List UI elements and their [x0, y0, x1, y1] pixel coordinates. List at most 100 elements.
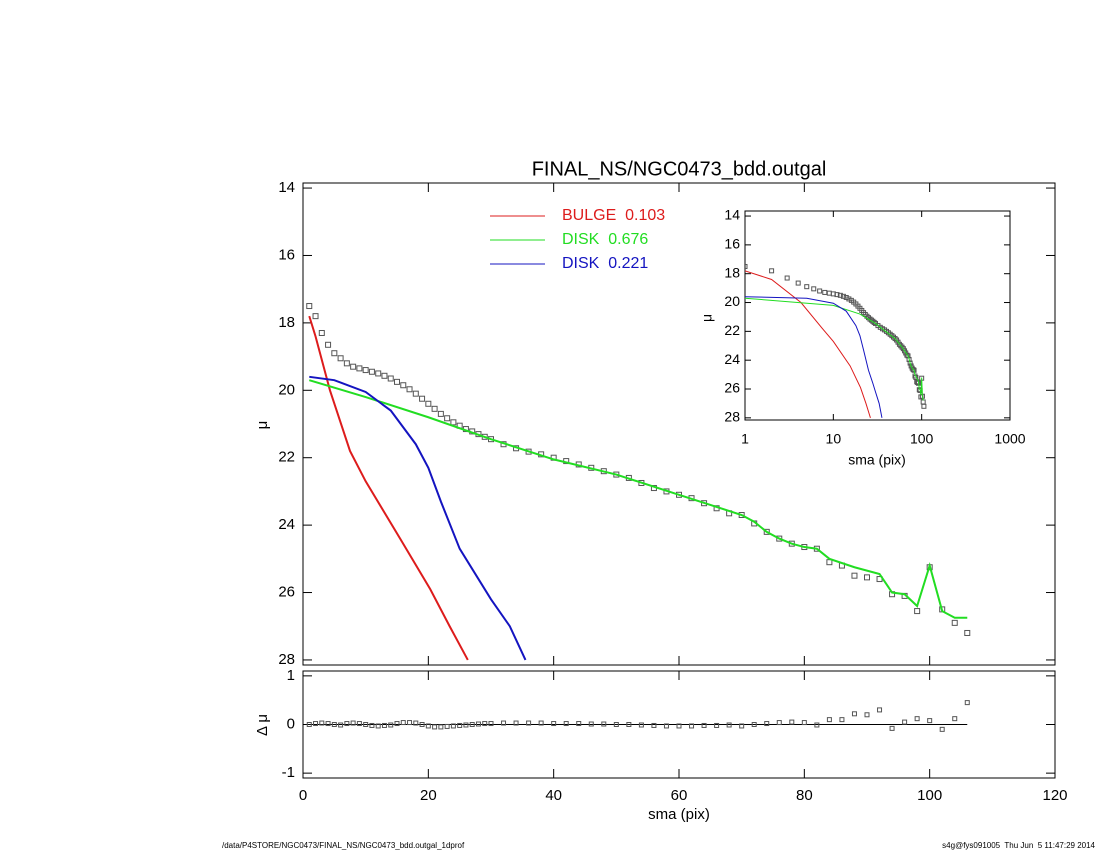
residual-point: [419, 722, 425, 727]
model-line: [745, 297, 924, 401]
residual-point: [325, 721, 331, 727]
residual-point: [889, 725, 895, 731]
data-point: [318, 329, 325, 336]
residual-point: [964, 700, 970, 706]
y-tick-label: 18: [724, 264, 740, 280]
data-point: [795, 280, 801, 286]
model-line: [308, 379, 968, 619]
y-tick-label: 16: [278, 246, 295, 263]
data-point: [437, 410, 444, 417]
y-tick-label: 28: [724, 409, 740, 425]
data-point: [381, 372, 388, 379]
residual-point: [319, 720, 325, 726]
main-plot-area: [306, 303, 971, 661]
residual-point: [501, 720, 507, 726]
data-point: [325, 341, 332, 348]
data-point: [769, 268, 775, 274]
data-point: [896, 341, 902, 347]
y-tick-label: 28: [278, 651, 295, 668]
residual-point: [588, 721, 594, 727]
inset-x-axis-label: sma (pix): [848, 452, 906, 468]
y-tick-label: 14: [724, 207, 740, 223]
x-tick-label: 1: [741, 431, 749, 447]
residual-point: [388, 722, 394, 728]
residual-point: [927, 718, 933, 724]
legend-label: BULGE 0.103: [562, 207, 665, 224]
data-point: [964, 629, 971, 636]
residual-point: [626, 722, 632, 727]
residual-point: [714, 722, 720, 728]
data-point: [331, 350, 338, 357]
residual-point: [413, 720, 419, 726]
x-tick-label: 20: [420, 787, 437, 804]
data-point: [851, 572, 858, 579]
residual-point: [363, 722, 369, 727]
legend-label: DISK 0.676: [562, 231, 648, 248]
residual-point: [839, 717, 845, 723]
data-point: [306, 303, 313, 310]
y-tick-label: 22: [278, 449, 295, 466]
data-point: [368, 368, 375, 375]
data-point: [784, 275, 790, 281]
residual-point: [432, 724, 438, 730]
residual-point: [563, 721, 569, 727]
residual-point: [651, 722, 657, 728]
residual-point: [601, 721, 607, 727]
data-point: [425, 400, 432, 407]
residual-point: [689, 723, 695, 729]
data-point: [375, 370, 382, 377]
y-tick-label: 20: [278, 381, 295, 398]
residual-point: [726, 722, 732, 728]
residual-point: [444, 723, 450, 729]
residual-point: [457, 722, 463, 728]
residual-point: [488, 721, 494, 727]
data-point: [811, 286, 817, 292]
data-point: [431, 405, 438, 412]
data-point: [444, 415, 451, 422]
y-tick-label: 24: [724, 351, 740, 367]
data-point: [837, 292, 843, 298]
residual-point: [551, 721, 557, 727]
residual-point: [864, 712, 870, 718]
residual-point: [425, 723, 431, 729]
data-point: [763, 528, 770, 535]
data-point: [745, 263, 748, 269]
data-point: [450, 419, 457, 426]
residual-point: [331, 722, 337, 727]
residual-point: [638, 722, 644, 728]
data-point: [356, 365, 363, 372]
data-point: [822, 289, 828, 295]
data-point: [412, 390, 419, 397]
residual-point: [450, 723, 456, 729]
residual-point: [538, 720, 544, 726]
y-tick-label: 1: [287, 667, 295, 684]
x-tick-label: 100: [910, 431, 934, 447]
data-point: [817, 288, 823, 294]
residual-point: [789, 719, 795, 725]
y-tick-label: -1: [282, 764, 295, 781]
data-point: [312, 313, 319, 320]
residual-point: [375, 723, 381, 729]
data-point: [898, 343, 904, 349]
data-point: [864, 574, 870, 581]
x-tick-label: 80: [796, 787, 813, 804]
y-tick-label: 14: [278, 179, 295, 196]
model-line: [745, 296, 883, 418]
x-tick-label: 10: [826, 431, 842, 447]
y-tick-label: 0: [287, 715, 295, 732]
model-line: [309, 375, 527, 661]
data-point: [406, 386, 413, 393]
residual-point: [469, 722, 475, 727]
residual-point: [356, 721, 362, 727]
residual-point: [526, 720, 532, 726]
model-line: [308, 315, 469, 661]
inset-y-axis-label: μ: [699, 314, 715, 322]
inset-plot-area: [745, 263, 927, 418]
y-tick-label: 16: [724, 236, 740, 252]
residual-point: [338, 722, 344, 728]
x-tick-label: 40: [545, 787, 562, 804]
data-point: [350, 363, 357, 370]
data-point: [951, 619, 958, 626]
residual-point: [513, 720, 519, 726]
